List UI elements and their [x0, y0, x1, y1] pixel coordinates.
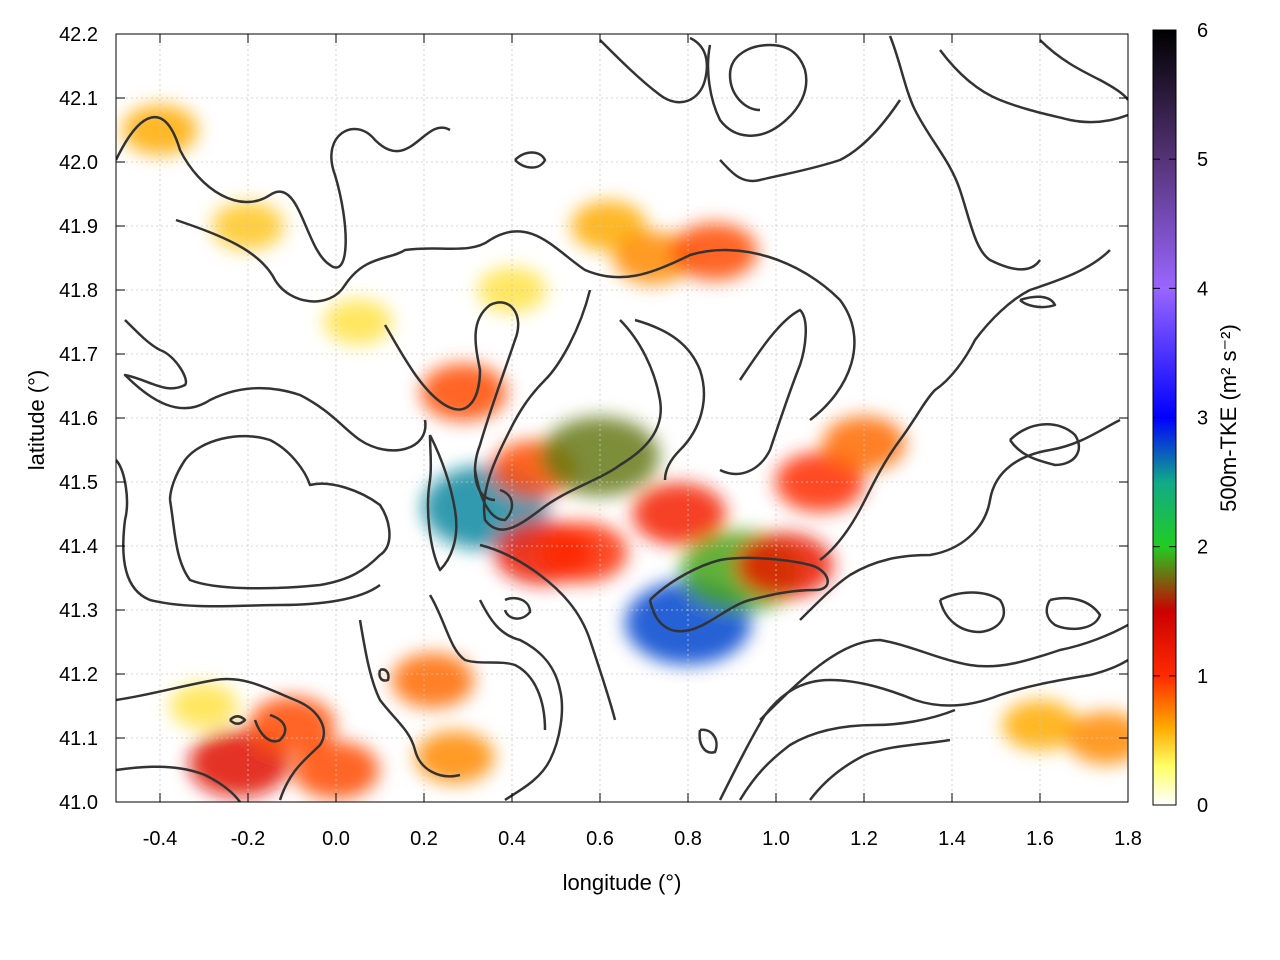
contour-line-5: [383, 301, 520, 502]
grid-lines: [116, 34, 1128, 802]
contour-line-16: [116, 677, 326, 801]
y-tick-label-12: 42.2: [59, 24, 98, 46]
contour-line-31: [939, 49, 1128, 124]
heatmap-layer: [122, 104, 1128, 799]
contour-line-2: [123, 319, 427, 452]
y-tick-label-0: 41.0: [59, 792, 98, 814]
heat-cell-5: [415, 730, 495, 784]
contour-line-19: [229, 715, 247, 725]
y-tick-label-1: 41.1: [59, 728, 98, 750]
heat-cell-10: [537, 522, 628, 583]
contour-line-14: [428, 594, 547, 731]
contour-line-21: [799, 418, 1121, 621]
x-tick-label-6: 0.8: [674, 828, 702, 850]
contour-line-15: [358, 619, 461, 778]
contour-line-9: [634, 318, 706, 481]
x-tick-label-3: 0.2: [410, 828, 438, 850]
contour-line-20: [819, 249, 1111, 561]
x-tick-label-9: 1.4: [938, 828, 966, 850]
contour-line-30: [1039, 39, 1128, 101]
plot-area: -0.4 -0.2 0.0 0.2 0.4 0.6 0.8 1.0 1.2 1.4 1.6 1.8 4…: [59, 24, 1142, 850]
colorbar-label: 500m-TKE (m² s⁻²): [1216, 324, 1241, 512]
contour-line-7: [473, 469, 514, 522]
contour-line-24: [738, 708, 956, 801]
contour-line-6: [426, 434, 458, 572]
contour-line-23: [718, 658, 1128, 801]
contour-line-22: [759, 623, 1128, 721]
x-tick-label-5: 0.6: [586, 828, 614, 850]
contour-line-33: [1019, 295, 1057, 309]
x-axis-ticks: -0.4 -0.2 0.0 0.2 0.4 0.6 0.8 1.0 1.2 1.4 1.6 1.8: [143, 34, 1142, 850]
contour-line-18: [253, 713, 287, 743]
contour-line-1: [175, 218, 856, 421]
contour-line-25: [809, 738, 951, 801]
contour-line-26: [599, 36, 709, 104]
y-axis-label: latitude (°): [24, 370, 49, 471]
contour-line-12: [479, 543, 617, 721]
y-tick-label-3: 41.3: [59, 600, 98, 622]
contour-line-0: [116, 116, 451, 269]
contour-line-11: [648, 556, 829, 633]
x-tick-label-1: -0.2: [231, 828, 265, 850]
contour-line-27: [706, 43, 808, 137]
contour-line-3: [168, 434, 391, 590]
y-tick-label-11: 42.1: [59, 88, 98, 110]
contour-line-37: [503, 596, 532, 620]
y-tick-label-5: 41.5: [59, 472, 98, 494]
contour-line-28: [888, 35, 1042, 271]
contour-lines: [116, 35, 1128, 802]
contour-line-35: [1045, 596, 1102, 631]
y-tick-label-4: 41.4: [59, 536, 98, 558]
colorbar-tick-label-3: 3: [1197, 408, 1208, 430]
heat-cell-20: [822, 416, 906, 472]
heat-cell-18: [736, 532, 834, 598]
heat-cell-25: [323, 299, 393, 345]
y-tick-label-10: 42.0: [59, 152, 98, 174]
colorbar-tick-label-1: 1: [1197, 666, 1208, 688]
x-tick-label-7: 1.0: [762, 828, 790, 850]
contour-line-34: [938, 591, 1006, 634]
x-axis-label: longitude (°): [563, 870, 682, 895]
y-tick-label-8: 41.8: [59, 280, 98, 302]
heat-cell-11: [540, 416, 660, 496]
contour-line-8: [482, 289, 663, 531]
colorbar: 0 1 2 3 4 5 6 500m-TKE (m² s⁻²): [1152, 20, 1241, 817]
contour-line-29: [719, 99, 902, 183]
x-tick-label-4: 0.4: [498, 828, 526, 850]
contour-line-17: [116, 765, 242, 802]
x-tick-label-8: 1.2: [850, 828, 878, 850]
x-tick-label-11: 1.8: [1114, 828, 1142, 850]
contour-line-10: [719, 308, 807, 476]
y-tick-label-2: 41.2: [59, 664, 98, 686]
y-axis-ticks: 41.0 41.1 41.2 41.3 41.4 41.5 41.6 41.7 41.8 41.9…: [59, 24, 1128, 814]
x-tick-label-0: -0.4: [143, 828, 177, 850]
contour-line-4: [116, 459, 381, 608]
colorbar-tick-label-2: 2: [1197, 537, 1208, 559]
heat-cell-3: [169, 683, 239, 729]
contour-line-36: [514, 151, 547, 169]
y-tick-label-6: 41.6: [59, 408, 98, 430]
colorbar-tick-label-6: 6: [1197, 20, 1208, 42]
colorbar-tick-label-0: 0: [1197, 795, 1208, 817]
contour-line-39: [698, 728, 718, 754]
heat-cell-15: [632, 482, 726, 546]
colorbar-tick-label-5: 5: [1197, 149, 1208, 171]
contour-line-32: [1008, 423, 1081, 467]
contour-line-13: [478, 599, 564, 802]
heat-cell-6: [420, 363, 507, 422]
x-tick-label-2: 0.0: [322, 828, 350, 850]
y-tick-label-7: 41.7: [59, 344, 98, 366]
heat-cell-4: [391, 652, 475, 709]
colorbar-tick-label-4: 4: [1197, 278, 1208, 300]
colorbar-ticks: 0 1 2 3 4 5 6: [1153, 20, 1208, 817]
contour-line-38: [378, 668, 390, 682]
y-tick-label-9: 41.9: [59, 216, 98, 238]
x-tick-label-10: 1.6: [1026, 828, 1054, 850]
